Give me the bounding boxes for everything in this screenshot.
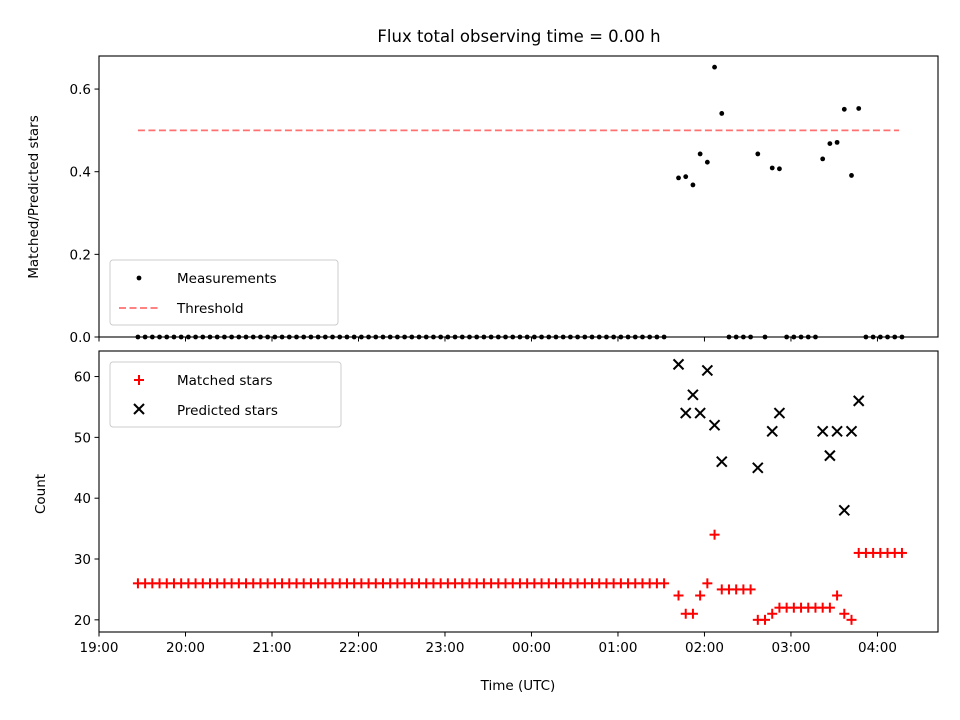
matched-star-point (695, 590, 706, 601)
measurement-point (755, 151, 761, 157)
top-y-tick-label: 0.0 (70, 330, 91, 346)
matched-star-point (896, 547, 907, 558)
predicted-star-point (701, 364, 714, 377)
x-tick-label: 19:00 (80, 640, 119, 656)
predicted-star-point (845, 425, 858, 437)
bottom-y-tick-label: 30 (74, 552, 91, 568)
x-tick-label: 23:00 (426, 640, 465, 656)
predicted-star-point (766, 425, 778, 437)
predicted-star-point (824, 449, 836, 462)
measurement-point (769, 165, 775, 171)
predicted-star-point (694, 407, 706, 419)
bottom-y-axis-label: Count (33, 474, 49, 514)
bottom-panel: 20 30 40 50 60 19:00 20:00 21:00 22:00 23:00 00:0… (33, 350, 939, 694)
legend-predicted-label: Predicted stars (177, 403, 278, 419)
count-points (132, 358, 907, 625)
matched-star-point (760, 614, 771, 625)
bottom-y-tick-label: 50 (74, 430, 91, 446)
bottom-x-ticks: 19:00 20:00 21:00 22:00 23:00 00:00 01:00 02:00… (80, 632, 897, 656)
measurement-point (856, 106, 862, 111)
matched-star-point (839, 608, 850, 619)
matched-star-point (709, 529, 720, 540)
x-tick-label: 03:00 (772, 640, 811, 656)
measurement-point (841, 106, 847, 112)
legend-matched-label: Matched stars (177, 373, 273, 389)
legend-measurements-label: Measurements (177, 271, 277, 287)
predicted-star-point (708, 419, 721, 431)
bottom-axes-frame (98, 350, 939, 633)
matched-star-point (745, 584, 756, 595)
legend-measurement-marker (136, 275, 142, 281)
matched-star-point (687, 608, 698, 619)
top-y-tick-label: 0.4 (70, 165, 91, 181)
bottom-y-tick-label: 40 (74, 491, 91, 507)
predicted-star-point (687, 389, 699, 401)
measurement-point (690, 182, 696, 188)
measurement-point (704, 159, 710, 165)
top-x-ticks (98, 337, 878, 342)
measurement-point (697, 151, 703, 157)
legend-predicted-marker (133, 403, 145, 415)
predicted-star-point (773, 407, 786, 419)
measurement-point (719, 111, 725, 116)
x-tick-label: 04:00 (858, 640, 897, 656)
matched-star-point (832, 590, 843, 601)
top-y-tick-label: 0.6 (70, 82, 91, 98)
top-legend: Measurements Threshold (109, 259, 339, 326)
top-axes-frame (98, 55, 939, 338)
top-y-axis-label: Matched/Predicted stars (26, 115, 42, 278)
matched-star-point (824, 602, 835, 613)
matched-star-point (846, 614, 857, 625)
bottom-legend-box (109, 361, 342, 428)
predicted-star-point (853, 395, 865, 407)
measurement-point (834, 139, 840, 145)
predicted-star-point (672, 358, 685, 371)
x-tick-label: 02:00 (685, 640, 724, 656)
predicted-star-point (816, 425, 829, 437)
x-tick-label: 20:00 (166, 640, 205, 656)
measurement-point (820, 156, 826, 162)
x-tick-label: 22:00 (339, 640, 378, 656)
predicted-star-point (831, 425, 843, 437)
x-tick-label: 01:00 (599, 640, 638, 656)
top-y-ticks: 0.0 0.2 0.4 0.6 (70, 82, 99, 346)
predicted-star-point (680, 407, 692, 419)
bottom-y-tick-label: 60 (74, 370, 91, 386)
x-tick-label: 21:00 (253, 640, 292, 656)
legend-matched-marker (134, 375, 144, 385)
predicted-star-point (752, 462, 764, 474)
matched-star-point (673, 590, 684, 601)
measurement-point (712, 64, 717, 70)
predicted-star-point (716, 455, 728, 468)
x-axis-label: Time (UTC) (480, 678, 556, 694)
top-panel: 0.0 0.2 0.4 0.6 Matched/Predicted stars Mea… (26, 55, 939, 346)
legend-threshold-label: Threshold (176, 301, 244, 317)
measurement-point (849, 173, 854, 178)
measurement-point (676, 175, 681, 181)
top-legend-box (109, 259, 339, 326)
top-y-tick-label: 0.2 (70, 247, 91, 263)
matched-star-point (767, 608, 778, 619)
chart-title: Flux total observing time = 0.00 h (377, 27, 660, 46)
bottom-y-tick-label: 20 (74, 613, 91, 629)
matched-star-point (702, 578, 713, 589)
predicted-star-point (838, 504, 851, 517)
x-tick-label: 00:00 (512, 640, 551, 656)
bottom-y-ticks: 20 30 40 50 60 (74, 370, 99, 629)
measurement-point (777, 166, 782, 172)
measurement-point (683, 174, 689, 180)
matched-star-point (659, 578, 670, 589)
measurement-point (827, 141, 833, 147)
bottom-legend: Matched stars Predicted stars (109, 361, 342, 428)
